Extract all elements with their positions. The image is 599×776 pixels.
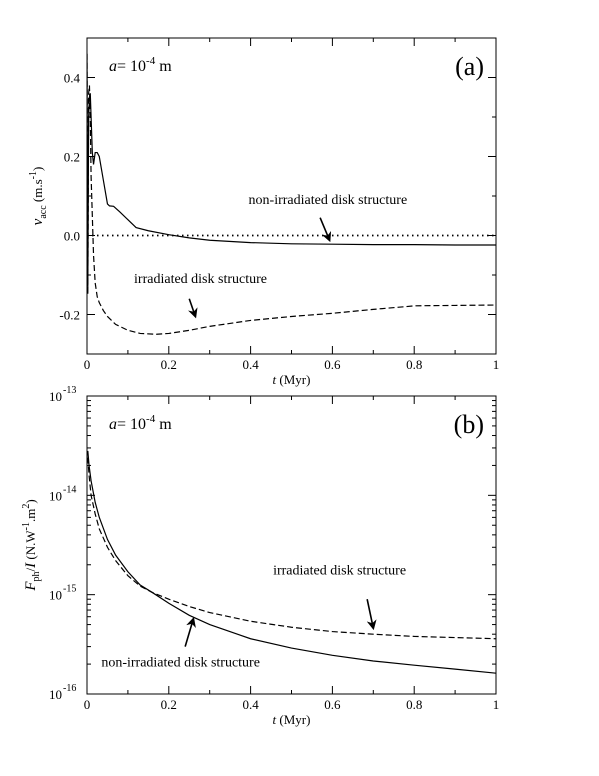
x-tick-label: 0.4 — [242, 697, 259, 712]
x-axis-label: t (Myr) — [273, 712, 311, 727]
x-tick-label: 0.6 — [324, 697, 341, 712]
x-tick-label: 0.2 — [161, 697, 177, 712]
parameter-label: a= 10-4 m — [109, 55, 172, 75]
y-tick-label: 0.4 — [64, 71, 81, 86]
x-tick-label: 0.8 — [406, 697, 422, 712]
series-line-dashed — [87, 457, 496, 640]
x-tick-label: 1 — [493, 697, 500, 712]
annotation-arrow — [319, 217, 332, 243]
annotation-arrow — [184, 616, 196, 647]
plot-frame — [86, 395, 497, 695]
x-tick-label: 0 — [84, 357, 91, 372]
y-tick-label: 10 — [49, 389, 62, 404]
annotation-arrow — [366, 599, 377, 631]
parameter-label: a= 10-4 m — [109, 413, 172, 433]
x-tick-label: 0.2 — [161, 357, 177, 372]
y-tick-label: 10 — [49, 687, 62, 702]
x-tick-label: 1 — [493, 357, 500, 372]
x-tick-label: 0.6 — [324, 357, 341, 372]
x-tick-label: 0.4 — [242, 357, 259, 372]
annotation-arrow — [188, 298, 198, 319]
x-tick-label: 0 — [84, 697, 91, 712]
y-tick-label: 0.2 — [64, 150, 80, 165]
y-tick-label-exponent: -14 — [63, 484, 76, 495]
y-axis-label: Fph/I (N.W-1.m2) — [21, 499, 42, 591]
series-line-solid — [87, 450, 496, 674]
panel-a-velocity-chart: 0 0.2 0.4 0.6 0.8 1 -0.2 0.0 0.2 0.4 t (Myr) vacc (… — [28, 37, 500, 387]
annotation-label: non-irradiated disk structure — [249, 193, 408, 208]
panel-label: (a) — [455, 52, 484, 81]
y-tick-label-exponent: -13 — [63, 385, 76, 396]
y-tick-label-exponent: -16 — [63, 683, 76, 694]
y-tick-label: 10 — [49, 488, 62, 503]
y-tick-label-exponent: -15 — [63, 584, 76, 595]
panel-label: (b) — [454, 410, 484, 439]
annotation-label: non-irradiated disk structure — [101, 655, 260, 670]
annotation-label: irradiated disk structure — [134, 272, 267, 287]
annotation-label: irradiated disk structure — [273, 563, 406, 578]
series-line-dashed — [87, 53, 496, 335]
y-tick-label: -0.2 — [59, 308, 80, 323]
series-line-solid — [87, 53, 496, 287]
x-tick-label: 0.8 — [406, 357, 422, 372]
x-axis-label: t (Myr) — [273, 372, 311, 387]
y-tick-label: 10 — [49, 588, 62, 603]
y-axis-label: vacc (m.s-1) — [28, 167, 49, 226]
y-tick-label: 0.0 — [64, 229, 80, 244]
